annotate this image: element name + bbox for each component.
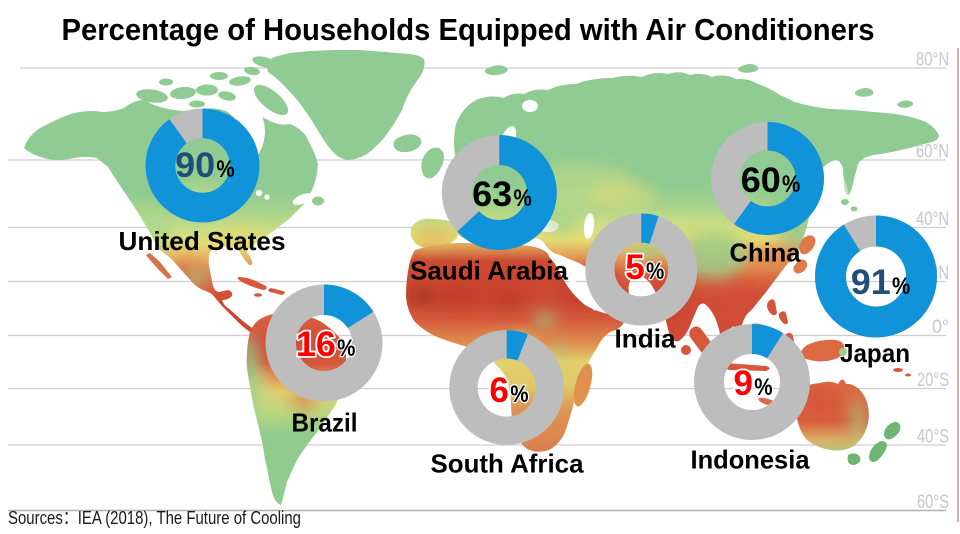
svg-text:20°S: 20°S: [917, 370, 949, 391]
svg-text:Indonesia: Indonesia: [691, 445, 811, 475]
svg-text:%: %: [892, 273, 910, 300]
svg-text:60: 60: [741, 161, 781, 200]
svg-text:9: 9: [733, 364, 753, 403]
svg-text:60°N: 60°N: [916, 142, 949, 163]
svg-text:Saudi Arabia: Saudi Arabia: [410, 256, 569, 286]
svg-text:%: %: [646, 258, 664, 285]
svg-text:South Africa: South Africa: [431, 449, 585, 479]
svg-text:%: %: [216, 156, 234, 183]
svg-text:63: 63: [472, 175, 512, 214]
svg-text:India: India: [615, 324, 677, 354]
svg-text:60°S: 60°S: [917, 492, 949, 513]
svg-text:90: 90: [175, 146, 215, 185]
svg-text:%: %: [782, 171, 800, 198]
svg-text:United States: United States: [119, 226, 286, 256]
svg-text:Japan: Japan: [840, 338, 910, 368]
svg-text:80°N: 80°N: [916, 50, 949, 71]
svg-text:6: 6: [489, 371, 509, 410]
svg-text:China: China: [730, 238, 802, 268]
svg-text:%: %: [337, 335, 355, 362]
svg-text:40°N: 40°N: [916, 209, 949, 230]
svg-text:5: 5: [625, 248, 645, 287]
svg-text:Brazil: Brazil: [292, 408, 358, 438]
svg-text:40°S: 40°S: [917, 427, 949, 448]
svg-text:Percentage of Households Equip: Percentage of Households Equipped with A…: [62, 12, 875, 47]
svg-text:%: %: [514, 185, 532, 212]
svg-text:Sources：IEA (2018), The Future: Sources：IEA (2018), The Future of Coolin…: [8, 507, 301, 528]
svg-text:0°: 0°: [932, 317, 949, 338]
svg-text:%: %: [510, 381, 528, 408]
svg-text:%: %: [754, 374, 772, 401]
svg-text:91: 91: [851, 263, 891, 302]
svg-text:16: 16: [296, 325, 336, 364]
